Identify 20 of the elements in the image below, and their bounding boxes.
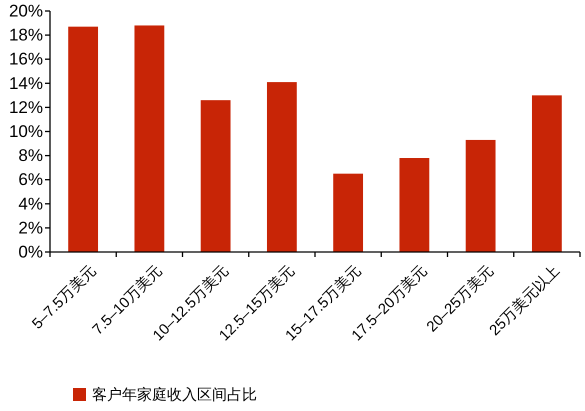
bar: [399, 158, 430, 252]
bar: [134, 25, 164, 252]
bar: [68, 26, 98, 252]
y-tick-label: 6%: [18, 170, 43, 190]
bar: [333, 174, 364, 252]
legend: 客户年家庭收入区间占比: [73, 386, 257, 404]
y-tick-label: 2%: [18, 218, 43, 238]
y-tick-label: 12%: [8, 98, 43, 117]
bar: [266, 82, 297, 252]
bar: [466, 140, 496, 252]
y-tick-label: 0%: [18, 242, 43, 262]
y-tick-label: 10%: [8, 122, 43, 141]
y-tick-label: 14%: [8, 74, 43, 93]
bar: [532, 95, 562, 252]
y-tick-label: 16%: [8, 50, 43, 69]
y-tick-label: 20%: [8, 2, 43, 20]
y-tick-label: 8%: [18, 146, 43, 166]
y-tick-label: 18%: [8, 26, 43, 45]
bar: [200, 100, 231, 252]
y-tick-label: 4%: [18, 194, 43, 214]
